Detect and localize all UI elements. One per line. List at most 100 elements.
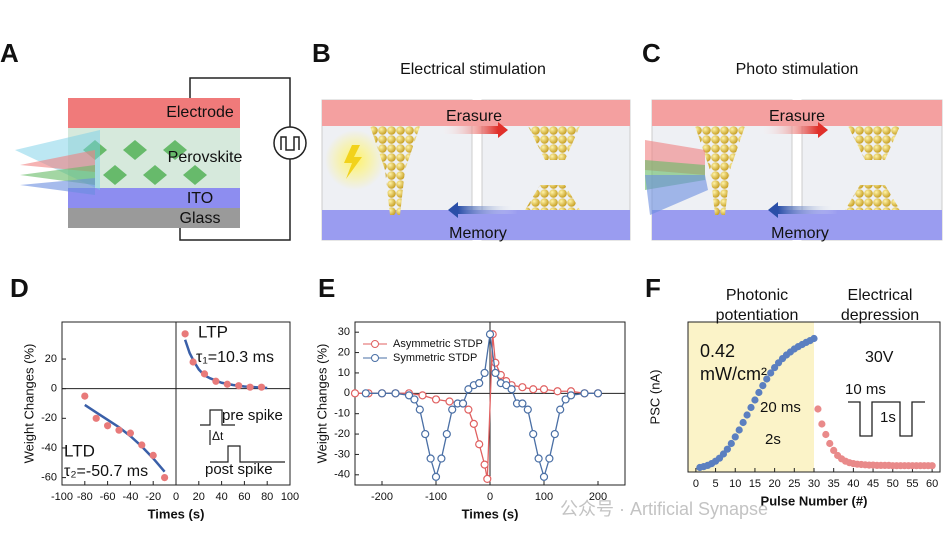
data-point [448, 405, 457, 414]
process-label: Erasure [769, 108, 825, 125]
legend-marker [371, 340, 379, 348]
data-point [561, 395, 570, 404]
process-label: Memory [771, 225, 829, 242]
data-point [822, 430, 830, 439]
annotation: Photonic [726, 287, 788, 304]
data-point [212, 377, 220, 385]
x-tick-label: -40 [122, 491, 138, 503]
data-point [830, 446, 838, 454]
data-point [181, 330, 189, 338]
data-point [475, 440, 484, 449]
panel-label: A [0, 38, 19, 68]
data-point [115, 426, 123, 434]
data-point [502, 381, 511, 390]
data-point [518, 383, 527, 392]
x-tick-label: 0 [173, 491, 179, 503]
data-point [727, 439, 735, 448]
annotation: potentiation [716, 307, 799, 324]
data-point [507, 385, 516, 394]
process-label: Erasure [446, 108, 502, 125]
data-point [415, 405, 424, 414]
data-point [149, 451, 157, 459]
data-point [361, 389, 370, 398]
data-point [469, 419, 478, 428]
cell-diagram [321, 99, 631, 241]
x-tick-label: 40 [215, 491, 227, 503]
data-point [529, 385, 538, 394]
data-point [566, 391, 576, 400]
data-point [763, 375, 771, 383]
data-point [731, 433, 739, 441]
x-tick-label: -60 [100, 491, 116, 503]
data-point [826, 439, 834, 448]
data-point [545, 454, 554, 463]
y-tick-label: 0 [344, 387, 350, 399]
y-tick-label: -40 [334, 469, 350, 481]
data-point [747, 403, 755, 412]
data-point [480, 460, 489, 469]
data-point [410, 395, 419, 404]
y-tick-label: 20 [338, 346, 350, 358]
data-point [593, 389, 603, 398]
y-tick-label: -10 [334, 408, 350, 420]
panel-label: B [312, 38, 331, 68]
y-axis-label: PSC (nA) [647, 370, 662, 425]
data-point [246, 383, 254, 391]
x-tick-label: 55 [906, 478, 918, 490]
data-point [539, 472, 549, 481]
x-tick-label: 10 [729, 478, 741, 490]
data-point [442, 429, 451, 439]
x-tick-label: 60 [238, 491, 250, 503]
data-point [464, 385, 473, 394]
x-tick-label: 60 [926, 478, 938, 490]
data-point [391, 389, 400, 398]
data-point [534, 454, 543, 463]
data-point [739, 418, 747, 427]
data-point [104, 422, 112, 430]
annotation: pre spike [222, 407, 283, 424]
annotation: 0.42 [700, 341, 735, 361]
annotation: 2s [765, 431, 781, 448]
data-point [445, 397, 454, 406]
data-point [556, 405, 565, 414]
data-point [928, 462, 936, 470]
data-point [818, 420, 826, 428]
data-point [138, 441, 146, 449]
x-tick-label: 25 [788, 478, 800, 490]
y-tick-label: 30 [338, 326, 350, 338]
panel-title: Electrical stimulation [400, 61, 546, 78]
data-point [418, 391, 427, 400]
layer-label: Glass [180, 210, 221, 227]
x-tick-label: -20 [145, 491, 161, 503]
panel-label: F [645, 273, 661, 303]
data-point [81, 392, 89, 400]
series-line [365, 334, 598, 480]
data-point [751, 396, 759, 404]
annotation: τ₁=10.3 ms [196, 349, 274, 366]
data-point [483, 474, 492, 483]
x-tick-label: -80 [77, 491, 93, 503]
y-tick-label: 10 [338, 367, 350, 379]
data-point [437, 454, 446, 463]
x-axis-label: Times (s) [462, 506, 519, 521]
x-tick-label: 15 [749, 478, 761, 490]
annotation: Δt [212, 429, 224, 443]
x-axis-label: Pulse Number (#) [761, 493, 868, 508]
watermark: 公众号 · Artificial Synapse [560, 499, 768, 519]
annotation: 20 ms [760, 399, 801, 416]
annotation: mW/cm² [700, 364, 767, 384]
x-tick-label: -100 [51, 491, 73, 503]
y-axis-label: Weight Changes (%) [21, 344, 36, 464]
x-tick-label: 30 [808, 478, 820, 490]
data-point [475, 379, 484, 388]
annotation: LTP [198, 322, 228, 341]
data-point [426, 454, 435, 463]
y-tick-label: -60 [41, 471, 57, 483]
data-point [771, 364, 779, 372]
y-axis-label: Weight Changes (%) [314, 344, 329, 464]
process-label: Memory [449, 225, 507, 242]
data-point [350, 389, 360, 398]
x-tick-label: 100 [281, 491, 299, 503]
y-tick-label: -20 [41, 412, 57, 424]
